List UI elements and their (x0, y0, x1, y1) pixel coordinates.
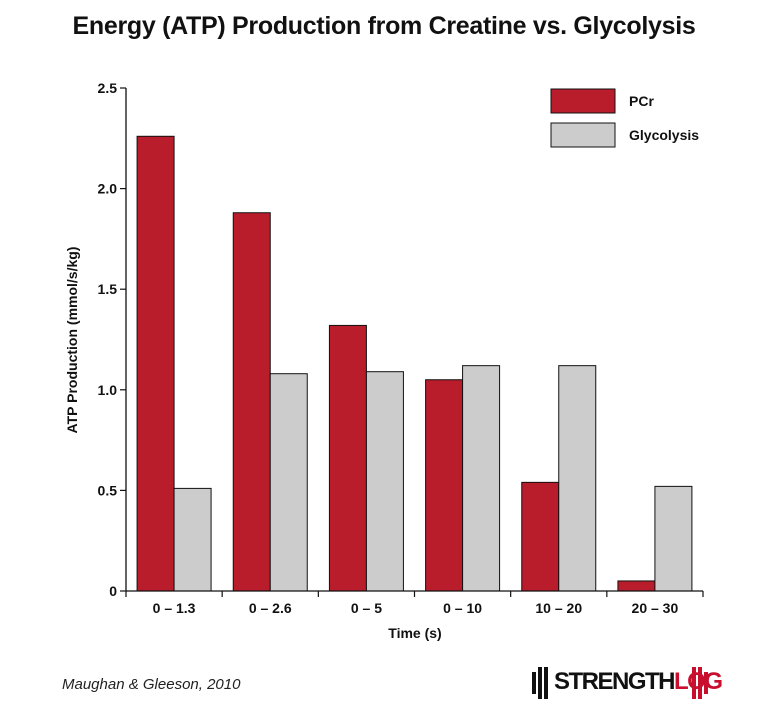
legend-swatch-pcr (550, 88, 616, 114)
bar-glycolysis-3 (462, 365, 501, 592)
bar-glycolysis-2 (365, 371, 404, 592)
axes-group (125, 88, 703, 592)
y-tick-label-5: 2.5 (98, 80, 118, 96)
chart-title: Energy (ATP) Production from Creatine vs… (72, 12, 696, 40)
bars-group (136, 135, 693, 592)
y-axis-title: ATP Production (mmol/s/kg) (64, 247, 80, 434)
barbell-icon (532, 667, 708, 699)
y-ticks-group: 0 0.5 1.0 1.5 2.0 2.5 (98, 80, 126, 599)
x-ticks-group: 0 – 1.3 0 – 2.6 0 – 5 0 – 10 10 – 20 20 – 30 (125, 591, 704, 616)
x-tick-label-0: 0 – 1.3 (153, 600, 196, 616)
bar-glycolysis-5 (654, 485, 693, 592)
bar-pcr-2 (328, 324, 367, 592)
x-tick-label-5: 20 – 30 (632, 600, 679, 616)
y-tick-label-4: 2.0 (98, 181, 118, 197)
legend-label-pcr: PCr (629, 93, 654, 109)
bar-glycolysis-0 (173, 487, 212, 592)
legend-swatch-glycolysis (550, 122, 616, 148)
bar-glycolysis-1 (269, 373, 308, 592)
logo-wordmark: STRENGTHLOG (554, 668, 723, 695)
x-tick-label-1: 0 – 2.6 (249, 600, 292, 616)
x-axis-title: Time (s) (388, 625, 441, 641)
y-tick-label-3: 1.5 (98, 281, 118, 297)
bar-pcr-4 (521, 481, 560, 592)
source-citation: Maughan & Gleeson, 2010 (62, 676, 241, 693)
x-tick-label-3: 0 – 10 (443, 600, 482, 616)
y-tick-label-0: 0 (109, 583, 117, 599)
y-tick-label-2: 1.0 (98, 382, 118, 398)
bar-pcr-0 (136, 135, 175, 592)
legend-label-glycolysis: Glycolysis (629, 127, 699, 143)
bar-glycolysis-4 (558, 365, 597, 592)
x-tick-label-2: 0 – 5 (351, 600, 382, 616)
bar-pcr-5 (617, 580, 656, 592)
legend: PCr Glycolysis (550, 88, 699, 148)
y-tick-label-1: 0.5 (98, 482, 118, 498)
bar-pcr-1 (232, 212, 271, 592)
x-tick-label-4: 10 – 20 (535, 600, 582, 616)
bar-pcr-3 (425, 379, 464, 592)
strengthlog-logo: STRENGTHLOG (532, 664, 723, 700)
